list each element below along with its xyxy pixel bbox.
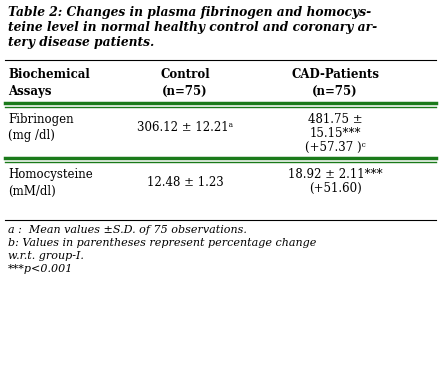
Text: (+51.60): (+51.60) [309,182,361,195]
Text: 481.75 ±: 481.75 ± [308,113,363,126]
Text: teine level in normal healthy control and coronary ar-: teine level in normal healthy control an… [8,21,377,34]
Text: 306.12 ± 12.21ᵃ: 306.12 ± 12.21ᵃ [137,121,233,134]
Text: 12.48 ± 1.23: 12.48 ± 1.23 [146,176,224,189]
Text: b: Values in parentheses represent percentage change: b: Values in parentheses represent perce… [8,238,316,248]
Text: Fibrinogen
(mg /dl): Fibrinogen (mg /dl) [8,113,74,142]
Text: w.r.t. group-I.: w.r.t. group-I. [8,251,84,261]
Text: ***p<0.001: ***p<0.001 [8,264,73,274]
Text: Biochemical
Assays: Biochemical Assays [8,68,90,97]
Text: Table 2: Changes in plasma fibrinogen and homocys-: Table 2: Changes in plasma fibrinogen an… [8,6,371,19]
Text: CAD-Patients
(n=75): CAD-Patients (n=75) [291,68,379,97]
Text: a :  Mean values ±S.D. of 75 observations.: a : Mean values ±S.D. of 75 observations… [8,225,247,235]
Text: 15.15***: 15.15*** [309,127,361,140]
Text: tery disease patients.: tery disease patients. [8,36,154,49]
Text: 18.92 ± 2.11***: 18.92 ± 2.11*** [288,168,382,181]
Text: Homocysteine
(mM/dl): Homocysteine (mM/dl) [8,168,93,197]
Text: Control
(n=75): Control (n=75) [160,68,210,97]
Text: (+57.37 )ᶜ: (+57.37 )ᶜ [305,141,366,154]
